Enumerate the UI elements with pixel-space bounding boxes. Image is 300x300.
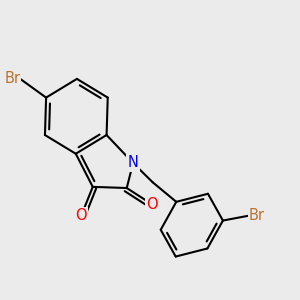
Text: Br: Br bbox=[249, 208, 265, 223]
Text: N: N bbox=[128, 155, 139, 170]
Text: O: O bbox=[75, 208, 87, 223]
Text: O: O bbox=[146, 196, 158, 211]
Text: Br: Br bbox=[4, 71, 20, 86]
